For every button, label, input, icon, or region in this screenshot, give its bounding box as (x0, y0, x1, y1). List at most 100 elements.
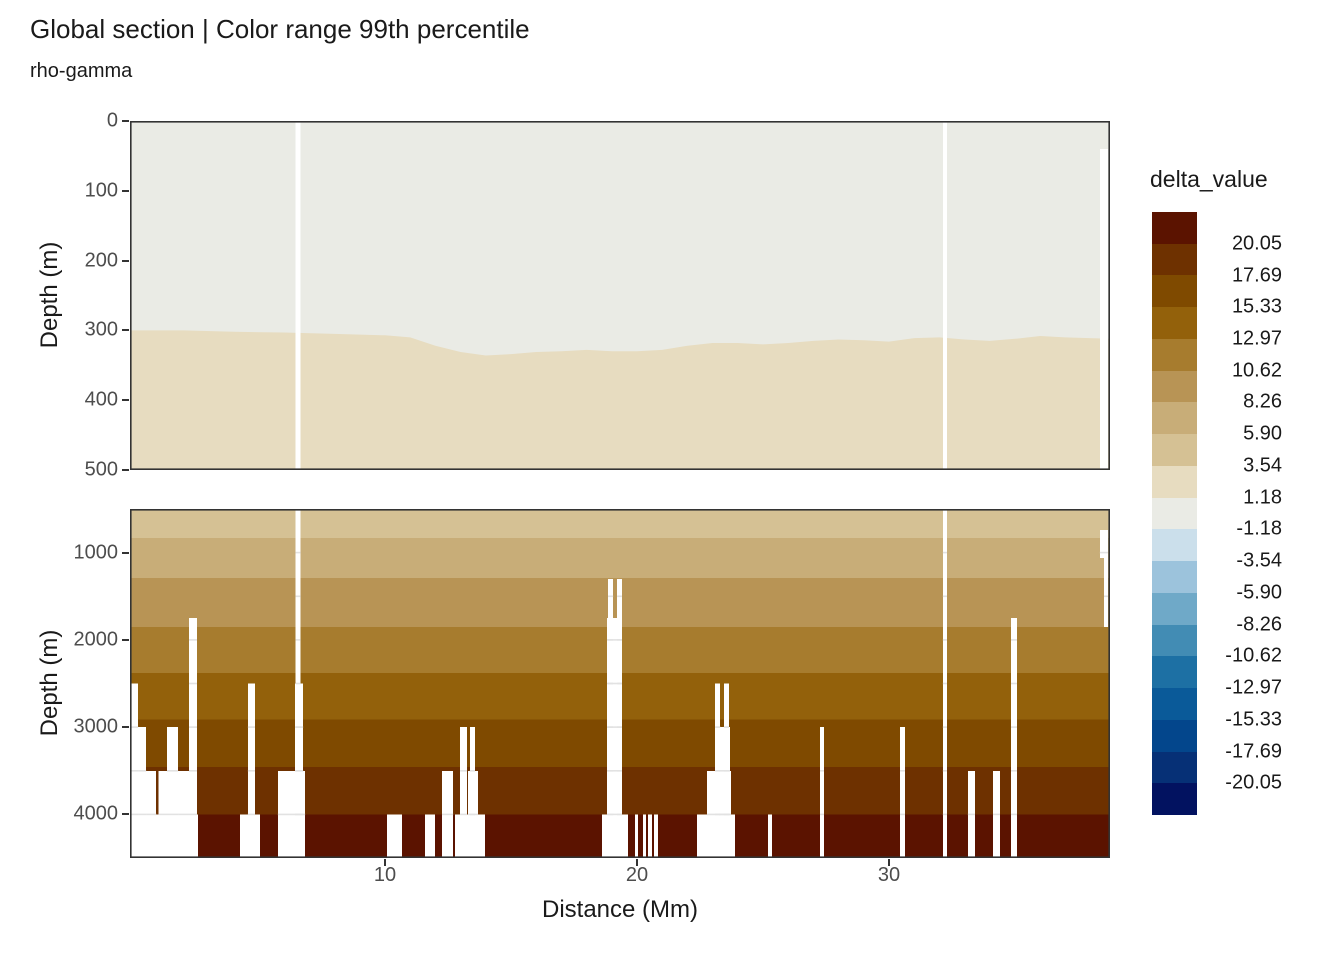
data-gap (455, 814, 486, 858)
legend-colorbar (1152, 212, 1197, 816)
legend-level-label: 1.18 (1243, 486, 1282, 509)
legend-level-label: 15.33 (1231, 295, 1282, 318)
legend-swatch (1152, 370, 1197, 403)
data-gap (820, 727, 824, 858)
chart-title: Global section | Color range 99th percen… (30, 14, 530, 44)
y-tick-label: 500 (84, 458, 118, 481)
legend-swatch (1152, 402, 1197, 435)
legend-swatch (1152, 561, 1197, 594)
legend-swatch (1152, 243, 1197, 276)
y-tick-mark (122, 726, 129, 729)
legend-level-label: -1.18 (1236, 517, 1282, 540)
data-gap (1099, 529, 1108, 558)
lower-depth-panel (130, 509, 1110, 858)
legend-level-label: 3.54 (1243, 454, 1282, 477)
data-gap (138, 727, 147, 858)
legend-swatch (1152, 529, 1197, 562)
legend-level-label: 5.90 (1243, 422, 1282, 445)
y-tick-mark (122, 189, 129, 192)
data-gap (602, 814, 628, 858)
data-gap (1104, 557, 1108, 627)
legend-swatch (1152, 497, 1197, 530)
data-gap (643, 814, 647, 858)
legend-swatch (1152, 751, 1197, 784)
legend-level-label: 12.97 (1231, 327, 1282, 350)
legend-level-label: 17.69 (1231, 264, 1282, 286)
legend-swatch (1152, 465, 1197, 499)
data-gap (942, 121, 947, 470)
data-gap (130, 814, 198, 858)
legend-swatch (1152, 783, 1197, 816)
y-tick-mark (122, 813, 129, 816)
y-tick-label: 3000 (73, 715, 119, 738)
legend-level-label: -17.69 (1225, 740, 1282, 762)
data-gap (189, 618, 198, 858)
legend-level-label: -5.90 (1236, 581, 1282, 604)
y-tick-mark (122, 469, 129, 471)
data-gap (295, 121, 301, 470)
legend-level-label: 10.62 (1231, 359, 1282, 382)
y-tick-label: 100 (84, 179, 118, 202)
x-tick-mark (636, 859, 638, 866)
legend-swatch (1152, 212, 1197, 245)
x-tick-label: 10 (373, 864, 397, 886)
legend-level-label: -10.62 (1225, 644, 1282, 667)
color-band (130, 509, 1110, 539)
x-tick-mark (384, 859, 386, 866)
legend-swatch (1152, 688, 1197, 721)
y-tick-label: 4000 (73, 802, 119, 825)
legend-level-label: 20.05 (1231, 232, 1282, 255)
y-tick-label: 400 (84, 388, 118, 411)
upper-depth-panel (130, 121, 1110, 470)
data-gap (607, 618, 622, 858)
data-gap (635, 814, 638, 858)
panel-border (130, 121, 1110, 470)
contour-band-below-boundary (130, 330, 1110, 470)
legend-title: delta_value (1150, 166, 1268, 192)
panel-border (130, 509, 1110, 858)
data-gap (768, 814, 772, 858)
data-gap (653, 814, 658, 858)
legend-swatch (1152, 624, 1197, 657)
y-tick-mark (122, 551, 129, 554)
legend-swatch (1152, 656, 1197, 689)
y-tick-label: 2000 (73, 628, 119, 651)
legend-swatch (1152, 307, 1197, 340)
legend-swatch (1152, 338, 1197, 372)
data-gap (900, 727, 905, 858)
y-tick-label: 0 (106, 109, 118, 132)
legend-swatch (1152, 592, 1197, 626)
x-tick-mark (888, 859, 890, 866)
data-gap (460, 727, 467, 858)
data-gap (697, 814, 736, 858)
y-tick-label: 300 (84, 318, 118, 341)
legend-level-label: -8.26 (1236, 613, 1282, 636)
legend-level-label: -20.05 (1225, 771, 1282, 794)
legend-level-label: 8.26 (1243, 390, 1282, 413)
y-tick-mark (122, 329, 129, 332)
legend-swatch (1152, 719, 1197, 753)
color-band (130, 537, 1110, 579)
legend-level-label: -3.54 (1236, 549, 1282, 572)
legend-level-label: -12.97 (1225, 676, 1282, 699)
legend-swatch (1152, 275, 1197, 308)
legend-swatch (1152, 434, 1197, 467)
data-gap (387, 814, 402, 858)
y-tick-mark (122, 638, 129, 641)
y-tick-mark (122, 399, 129, 402)
y-tick-label: 200 (84, 249, 118, 272)
legend-level-label: -15.33 (1225, 708, 1282, 731)
data-gap (425, 814, 435, 858)
data-gap (1099, 148, 1108, 470)
x-tick-label: 20 (625, 864, 649, 886)
x-axis-title: Distance (Mm) (541, 896, 698, 923)
chart-subtitle: rho-gamma (30, 60, 133, 82)
y-tick-mark (122, 259, 129, 262)
data-gap (1011, 618, 1017, 858)
x-tick-label: 30 (877, 864, 901, 886)
y-tick-mark (122, 120, 129, 122)
y-tick-label: 1000 (73, 541, 119, 564)
data-gap (167, 727, 179, 858)
data-gap (648, 814, 653, 858)
